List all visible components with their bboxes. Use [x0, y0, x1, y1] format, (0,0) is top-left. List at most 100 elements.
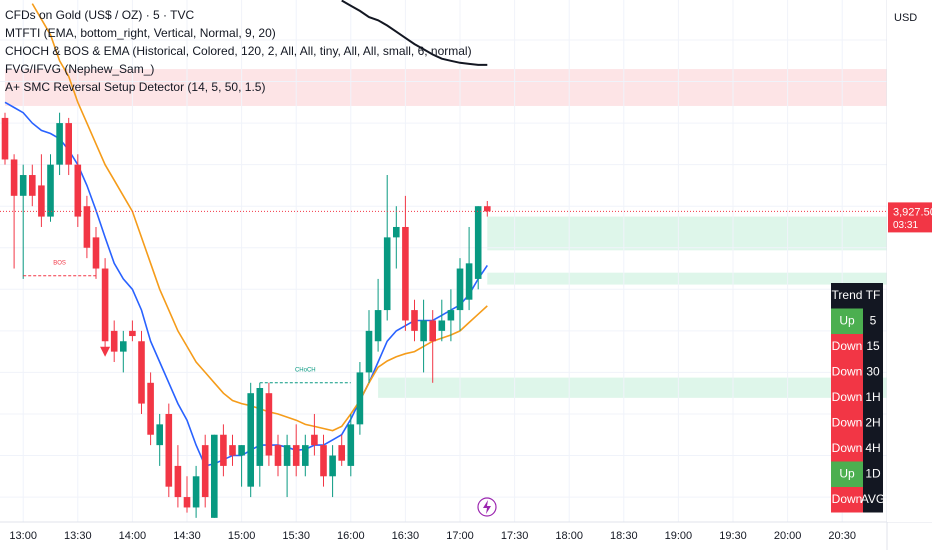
candle-body — [383, 237, 391, 311]
table-header: Trend — [832, 288, 863, 302]
indicator-label: CHOCH & BOS & EMA (Historical, Colored, … — [5, 44, 472, 58]
table-header-cell — [831, 283, 863, 309]
candle-body — [402, 226, 409, 321]
candle-body — [65, 123, 72, 165]
trend-text: Down — [832, 415, 863, 429]
indicator-line — [4, 101, 488, 467]
tf-text: 5 — [870, 313, 877, 327]
x-tick-label: 13:30 — [64, 530, 92, 542]
candle-body — [311, 434, 318, 446]
candle-body — [174, 465, 182, 498]
trend-text: Down — [832, 492, 863, 506]
indicator-line — [341, 0, 488, 66]
candle-body — [356, 372, 364, 425]
candle-body — [192, 476, 200, 508]
candle-body — [456, 268, 464, 311]
candle-body — [338, 445, 345, 461]
zone — [487, 216, 887, 250]
candle-body — [183, 497, 191, 508]
candle-body — [211, 434, 218, 518]
trend-cell — [831, 410, 863, 436]
candle-body — [283, 445, 291, 466]
structure-label: BOS — [53, 260, 66, 266]
tf-cell — [863, 334, 883, 360]
x-tick-label: 20:00 — [774, 530, 802, 542]
tf-cell — [863, 436, 883, 462]
grid — [0, 0, 887, 522]
tf-text: AVG — [861, 492, 885, 506]
candle-body — [92, 237, 100, 269]
candle-body — [147, 382, 154, 435]
x-tick-label: 13:00 — [9, 530, 37, 542]
trend-text: Down — [832, 364, 863, 378]
trend-cell — [831, 436, 863, 462]
x-tick-label: 14:00 — [119, 530, 147, 542]
indicator-label: MTFTI (EMA, bottom_right, Vertical, Norm… — [5, 26, 276, 40]
trend-cell — [831, 487, 863, 513]
trend-text: Down — [832, 339, 863, 353]
candle-body — [429, 320, 436, 342]
candle-body — [101, 268, 109, 342]
candle-body — [247, 393, 254, 487]
tf-text: 1D — [865, 466, 881, 480]
tf-text: 30 — [866, 364, 880, 378]
tf-cell — [863, 359, 883, 385]
candle-body — [29, 175, 36, 196]
x-tick-label: 17:00 — [446, 530, 474, 542]
candle-body — [438, 320, 446, 331]
x-tick-label: 15:00 — [228, 530, 256, 542]
x-tick-label: 16:00 — [337, 530, 365, 542]
candle-body — [229, 445, 236, 456]
trend-cell — [831, 385, 863, 411]
candle-body — [220, 434, 227, 466]
x-tick-label: 17:30 — [501, 530, 529, 542]
currency[interactable]: USD — [894, 12, 917, 24]
candle-body — [10, 159, 18, 196]
zone — [5, 69, 887, 106]
table-header-cell — [863, 283, 883, 309]
candle-body — [74, 164, 82, 217]
x-tick-label: 19:00 — [665, 530, 693, 542]
candles — [1, 112, 491, 518]
candle-body — [265, 393, 273, 456]
candle-body — [302, 445, 309, 466]
candle-body — [110, 330, 118, 352]
trend-text: Up — [839, 313, 855, 327]
candle-body — [19, 175, 27, 196]
candle-body — [411, 310, 418, 331]
tf-text: 15 — [866, 339, 880, 353]
candle-body — [83, 206, 91, 248]
candle-body — [56, 123, 63, 165]
candle-body — [474, 206, 482, 279]
x-tick-label: 14:30 — [173, 530, 201, 542]
candle-body — [484, 206, 491, 212]
trend-text: Down — [832, 390, 863, 404]
candle-body — [138, 341, 145, 404]
countdown: 03:31 — [893, 220, 918, 231]
tf-cell — [863, 308, 883, 334]
tf-text: 1H — [865, 390, 880, 404]
tf-text: 2H — [865, 415, 880, 429]
candle-body — [393, 226, 400, 238]
candle-body — [292, 445, 300, 466]
last-price-label: 3,927.500 — [893, 206, 932, 218]
chart-title: CFDs on Gold (US$ / OZ) · 5 · TVC — [5, 8, 194, 22]
table-header: TF — [866, 288, 881, 302]
tf-cell — [863, 410, 883, 436]
zones — [5, 69, 887, 398]
alert-icon[interactable] — [477, 497, 497, 517]
tf-cell — [863, 487, 883, 513]
trend-text: Down — [832, 441, 863, 455]
candle-body — [256, 387, 264, 466]
candle-body — [465, 263, 473, 300]
candle-body — [38, 185, 45, 217]
x-tick-label: 19:30 — [719, 530, 747, 542]
price-axis — [887, 0, 932, 522]
candle-body — [347, 424, 355, 466]
candle-body — [420, 320, 427, 342]
x-tick-label: 18:00 — [555, 530, 583, 542]
tf-cell — [863, 385, 883, 411]
overlays: BOS CHoCH — [0, 210, 887, 384]
candle-body — [129, 330, 136, 337]
